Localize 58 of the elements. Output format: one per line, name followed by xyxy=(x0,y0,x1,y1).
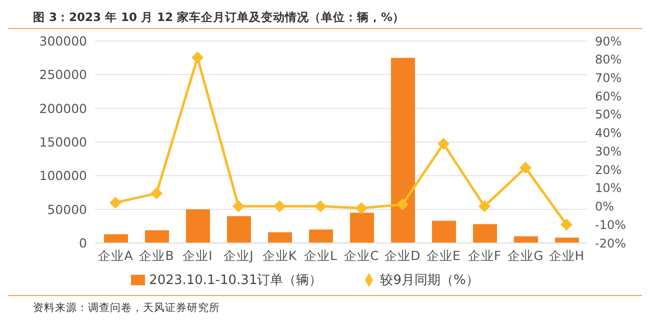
point xyxy=(520,162,532,174)
y-tick-label: 150000 xyxy=(39,134,88,150)
point xyxy=(150,187,162,200)
y2-tick-label: -10% xyxy=(595,218,626,232)
point xyxy=(478,200,490,212)
y2-tick-label: 50% xyxy=(595,108,622,122)
point xyxy=(274,200,286,212)
y-tick-label: 0 xyxy=(79,235,88,250)
bar xyxy=(186,209,210,243)
x-tick-label: 企业G xyxy=(508,248,544,263)
y-tick-label: 200000 xyxy=(39,100,88,116)
chart-title: 图 3：2023 年 10 月 12 家车企月订单及变动情况（单位：辆，%） xyxy=(8,8,642,29)
y2-tick-label: 90% xyxy=(595,34,622,48)
bar xyxy=(227,216,251,243)
y2-tick-label: 70% xyxy=(595,70,622,85)
bar xyxy=(473,224,497,243)
x-tick-label: 企业K xyxy=(262,248,298,263)
x-tick-label: 企业I xyxy=(182,248,212,263)
y2-tick-label: 30% xyxy=(595,144,622,158)
y2-tick-label: 40% xyxy=(595,126,622,140)
point xyxy=(110,196,122,209)
text: 资料来源：调查问卷，天风证券研究所 xyxy=(33,302,220,314)
x-tick-label: 企业A xyxy=(98,248,134,263)
y-tick-label: 50000 xyxy=(47,202,88,217)
bar xyxy=(391,58,415,243)
y2-tick-label: 20% xyxy=(595,162,622,177)
point xyxy=(192,52,204,64)
bar xyxy=(104,234,128,243)
bar xyxy=(268,232,292,243)
point xyxy=(232,200,244,212)
x-tick-label: 企业B xyxy=(139,248,174,263)
x-tick-label: 企业H xyxy=(548,248,584,263)
y2-tick-label: 0% xyxy=(595,200,614,214)
point xyxy=(356,202,368,214)
y-tick-label: 250000 xyxy=(39,67,88,82)
bar xyxy=(432,220,456,243)
y-tick-label: 300000 xyxy=(39,33,88,48)
x-tick-label: 企业C xyxy=(344,248,380,263)
bar xyxy=(350,212,374,243)
x-tick-label: 企业F xyxy=(468,248,502,263)
point xyxy=(314,200,326,212)
bar xyxy=(309,230,333,243)
point xyxy=(560,218,572,231)
x-tick-label: 企业J xyxy=(224,248,254,263)
y2-tick-label: -20% xyxy=(595,236,626,250)
x-tick-label: 企业D xyxy=(384,248,420,263)
point xyxy=(438,138,450,150)
bar xyxy=(145,230,169,243)
y2-tick-label: 80% xyxy=(595,52,622,67)
x-tick-label: 企业L xyxy=(304,248,338,263)
x-tick-label: 企业E xyxy=(426,248,461,263)
y2-tick-label: 60% xyxy=(595,89,622,104)
legend-label: 较9月同期（%） xyxy=(380,273,479,288)
point xyxy=(396,198,408,210)
y2-tick-label: 10% xyxy=(595,181,622,196)
bar xyxy=(555,238,579,243)
legend-label: 2023.10.1-10.31订单（辆） xyxy=(149,273,322,288)
y-tick-label: 100000 xyxy=(39,168,88,184)
